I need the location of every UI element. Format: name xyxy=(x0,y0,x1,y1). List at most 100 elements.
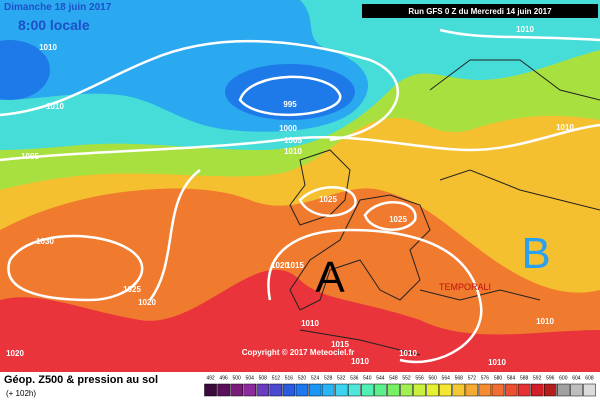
isobar-label: 1010 xyxy=(301,319,319,328)
high-center: A xyxy=(315,253,345,302)
scale-swatch xyxy=(452,383,466,397)
scale-swatch xyxy=(295,383,309,397)
scale-swatch xyxy=(269,383,283,397)
scale-label: 508 xyxy=(259,375,268,381)
scale-swatch xyxy=(465,383,479,397)
run-box xyxy=(362,4,598,18)
scale-swatch xyxy=(347,383,361,397)
scale-swatch xyxy=(543,383,557,397)
scale-label: 536 xyxy=(350,375,359,381)
scale-swatch xyxy=(517,383,531,397)
scale-swatch xyxy=(204,383,217,397)
scale-swatch xyxy=(230,383,243,397)
scale-swatch xyxy=(321,383,335,397)
isobar-label: 1020 xyxy=(6,349,24,358)
scale-label: 556 xyxy=(415,375,424,381)
scale-label: 572 xyxy=(468,375,477,381)
scale-label: 600 xyxy=(559,375,568,381)
forecast-time: 8:00 locale xyxy=(18,17,90,33)
isobar xyxy=(7,234,144,302)
scale-swatch xyxy=(217,383,230,397)
scale-label: 540 xyxy=(363,375,372,381)
isobar-label: 1005 xyxy=(284,136,302,145)
scale-label: 520 xyxy=(298,375,307,381)
scale-label: 560 xyxy=(428,375,437,381)
scale-label: 584 xyxy=(507,375,516,381)
scale-label: 596 xyxy=(546,375,555,381)
low-core xyxy=(225,64,355,120)
forecast-date: Dimanche 18 juin 2017 xyxy=(4,2,112,13)
isobar-label: 1010 xyxy=(399,349,417,358)
isobar xyxy=(298,186,417,231)
scale-swatch xyxy=(282,383,296,397)
scale-label: 576 xyxy=(481,375,490,381)
low-core xyxy=(0,40,50,100)
isobar-label: 1010 xyxy=(351,357,369,366)
scale-swatch xyxy=(334,383,348,397)
run-info: Run GFS 0 Z du Mercredi 14 juin 2017 xyxy=(408,7,552,16)
isobar xyxy=(148,28,600,364)
isobar-label: 1010 xyxy=(516,25,534,34)
isobar xyxy=(0,123,600,162)
scale-swatch xyxy=(583,383,596,397)
isobar-label: 1015 xyxy=(286,261,304,270)
scale-swatch xyxy=(491,383,505,397)
scale-label: 608 xyxy=(585,375,594,381)
isobar-label: 1010 xyxy=(39,43,57,52)
scale-label: 588 xyxy=(520,375,529,381)
scale-swatch xyxy=(439,383,453,397)
scale-label: 528 xyxy=(324,375,333,381)
scale-swatch xyxy=(530,383,544,397)
scale-swatch xyxy=(243,383,257,397)
isobar-label: 1010 xyxy=(488,358,506,367)
footer-lead: (+ 102h) xyxy=(6,389,36,398)
scale-swatch xyxy=(413,383,426,397)
scale-swatch xyxy=(387,383,400,397)
scale-swatch xyxy=(504,383,518,397)
isobar-label: 1025 xyxy=(389,215,407,224)
isobar-label: 1015 xyxy=(331,340,349,349)
scale-swatch xyxy=(570,383,583,397)
isobar-label: 1010 xyxy=(46,102,64,111)
storm-annotation: TEMPORALI xyxy=(439,282,491,292)
scale-label: 604 xyxy=(572,375,581,381)
isobar-label: 1020 xyxy=(271,261,289,270)
scale-label: 544 xyxy=(376,375,385,381)
scale-label: 516 xyxy=(285,375,294,381)
isobar-label: 995 xyxy=(283,100,297,109)
scale-label: 532 xyxy=(337,375,346,381)
isobar xyxy=(0,39,399,142)
scale-label: 564 xyxy=(442,375,451,381)
scale-label: 504 xyxy=(246,375,255,381)
scale-label: 492 xyxy=(206,375,215,381)
isobar-label: 1010 xyxy=(536,317,554,326)
scale-label: 496 xyxy=(219,375,228,381)
scale-swatch xyxy=(374,383,387,397)
scale-label: 580 xyxy=(494,375,503,381)
isobar-label: 1025 xyxy=(319,195,337,204)
isobar-label: 1000 xyxy=(279,124,297,133)
scale-label: 548 xyxy=(389,375,398,381)
scale-label: 500 xyxy=(232,375,241,381)
footer-title: Géop. Z500 & pression au sol xyxy=(4,374,158,386)
scale-label: 592 xyxy=(533,375,542,381)
scale-swatch xyxy=(557,383,570,397)
scale-swatch xyxy=(308,383,322,397)
low-center: B xyxy=(521,229,550,278)
scale-swatch xyxy=(478,383,492,397)
isobar-label: 1010 xyxy=(556,123,574,132)
isobar-label: 1005 xyxy=(21,152,39,161)
scale-label: 552 xyxy=(402,375,411,381)
scale-label: 512 xyxy=(272,375,281,381)
isobar-label: 1030 xyxy=(36,237,54,246)
isobar-label: 1025 xyxy=(123,285,141,294)
scale-swatch xyxy=(361,383,374,397)
isobar xyxy=(238,75,342,117)
scale-swatch xyxy=(400,383,413,397)
isobar-label: 1020 xyxy=(138,298,156,307)
scale-swatch xyxy=(256,383,270,397)
isobar-label: 1010 xyxy=(284,147,302,156)
scale-label: 524 xyxy=(311,375,320,381)
scale-swatch xyxy=(426,383,439,397)
